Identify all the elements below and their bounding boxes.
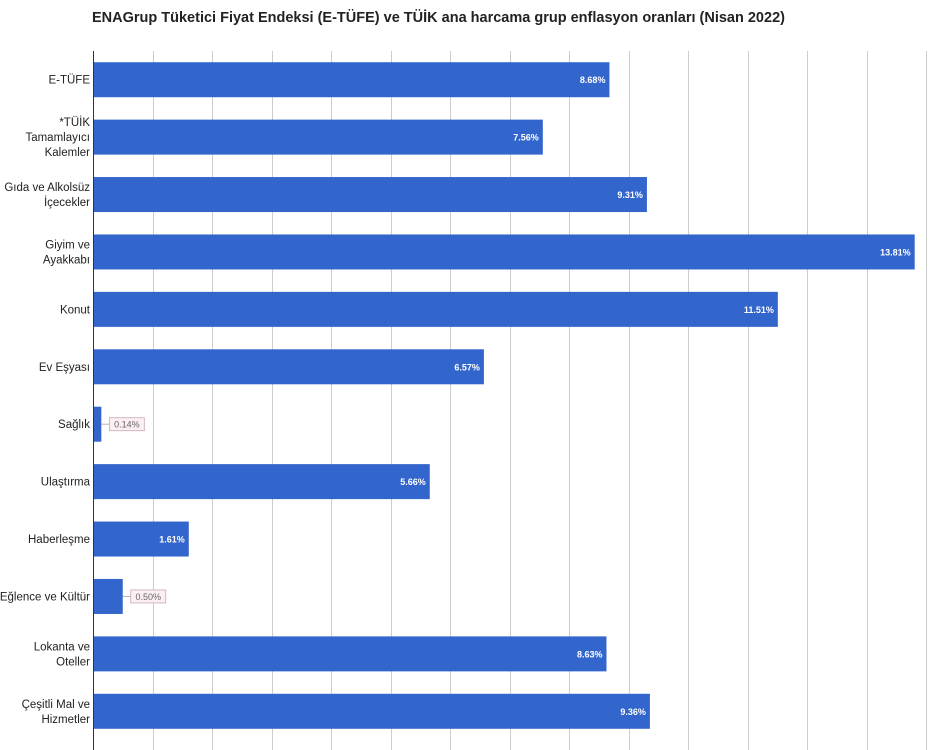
callout-box — [108, 417, 145, 432]
category-label: Lokanta ve Oteller — [34, 641, 90, 668]
value-label: 0.50% — [135, 592, 161, 602]
value-label: 7.56% — [513, 133, 539, 143]
category-label-line: Giyim ve — [45, 239, 90, 251]
category-label-line: Ayakkabı — [43, 254, 90, 266]
gridlines — [153, 51, 927, 750]
value-label: 11.51% — [744, 305, 774, 315]
bar — [93, 636, 607, 672]
category-label-line: Ulaştırma — [41, 477, 91, 489]
bar — [93, 177, 647, 213]
value-label: 8.63% — [577, 649, 603, 659]
category-label: Gıda ve Alkolsüz İçecekler — [4, 182, 90, 209]
value-callout: 0.14% — [101, 417, 145, 432]
value-callout: 0.50% — [122, 589, 167, 604]
bar — [93, 234, 915, 270]
category-label-line: E-TÜFE — [48, 75, 90, 87]
category-label: Sağlık — [58, 419, 90, 431]
value-label: 13.81% — [880, 247, 911, 257]
value-label: 5.66% — [400, 477, 426, 487]
category-label-line: Lokanta ve — [34, 641, 90, 653]
bar — [93, 578, 123, 614]
bar — [93, 521, 189, 557]
bar — [93, 464, 430, 500]
category-label-line: Eğlence ve Kültür — [0, 591, 90, 603]
category-label-line: Haberleşme — [28, 534, 90, 546]
category-label: Konut — [60, 304, 91, 316]
value-label: 0.14% — [114, 420, 140, 430]
bars — [93, 62, 915, 729]
category-label: Ev Eşyası — [39, 362, 90, 374]
category-label-line: Tamamlayıcı — [25, 132, 90, 144]
category-label: Haberleşme — [28, 534, 90, 546]
category-label: Eğlence ve Kültür — [0, 591, 90, 603]
value-label: 9.31% — [617, 190, 643, 200]
value-label: 9.36% — [620, 707, 646, 717]
bar — [93, 693, 650, 729]
value-labels: 8.68% 7.56% 9.31% 13.81% 11.51% 6.57% 0.14% 5.6… — [101, 75, 911, 717]
value-label: 8.68% — [580, 75, 606, 85]
bar — [93, 406, 102, 442]
bar — [93, 291, 778, 327]
category-label: Çeşitli Mal ve Hizmetler — [22, 699, 91, 726]
callout-box — [130, 589, 167, 604]
category-label: Ulaştırma — [41, 477, 91, 489]
category-label: Giyim ve Ayakkabı — [43, 239, 90, 266]
bar — [93, 119, 543, 155]
bar — [93, 349, 484, 385]
category-label-line: Kalemler — [45, 147, 91, 159]
category-labels: E-TÜFE *TÜİK Tamamlayıcı Kalemler Gıda ve Al… — [0, 75, 91, 726]
category-label-line: Sağlık — [58, 419, 90, 431]
value-label: 6.57% — [454, 362, 480, 372]
category-label-line: Ev Eşyası — [39, 362, 90, 374]
value-label: 1.61% — [159, 535, 185, 545]
category-label-line: Çeşitli Mal ve — [22, 699, 90, 711]
category-label: *TÜİK Tamamlayıcı Kalemler — [25, 116, 90, 159]
bar — [93, 62, 610, 98]
chart-title: ENAGrup Tüketici Fiyat Endeksi (E-TÜFE) … — [92, 10, 785, 26]
category-label-line: Gıda ve Alkolsüz — [4, 182, 90, 194]
category-label-line: *TÜİK — [59, 116, 90, 129]
category-label-line: Konut — [60, 304, 91, 316]
category-label-line: İçecekler — [44, 196, 90, 209]
category-label: E-TÜFE — [48, 75, 90, 87]
category-label-line: Hizmetler — [41, 714, 90, 726]
category-label-line: Oteller — [56, 656, 90, 668]
